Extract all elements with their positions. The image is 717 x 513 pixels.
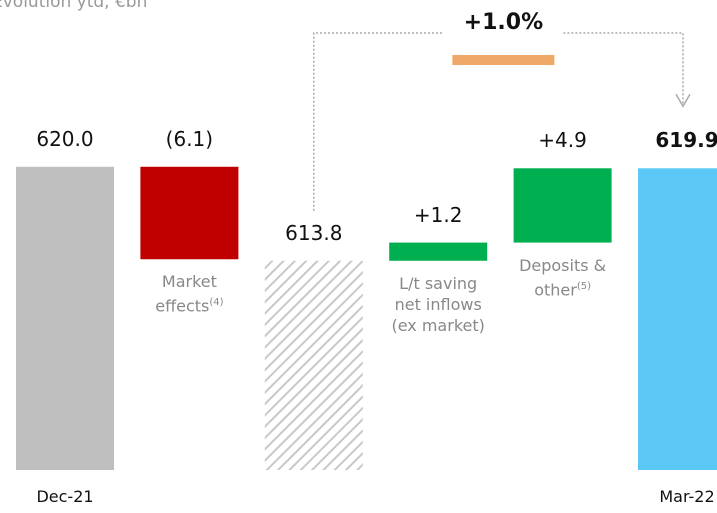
bar <box>16 166 114 470</box>
category-text: L/t saving net inflows (ex market) <box>391 273 485 335</box>
category-label: L/t saving net inflows (ex market) <box>386 273 490 336</box>
category-label: Deposits & other(5) <box>511 255 615 300</box>
category-label: Mar-22 <box>635 486 717 507</box>
category-text: Market effects <box>155 272 217 316</box>
value-label: +1.2 <box>413 202 463 227</box>
bar <box>140 166 239 260</box>
value-label: +4.9 <box>538 128 587 153</box>
footnote: (5) <box>576 280 591 292</box>
category-text: Mar-22 <box>659 487 715 506</box>
bar <box>264 260 363 470</box>
bar <box>513 168 612 243</box>
value-label: 620.0 <box>36 126 94 151</box>
arrow-head <box>675 93 691 108</box>
value-label: 613.8 <box>285 220 343 245</box>
category-text: Deposits & other <box>519 255 607 299</box>
bar <box>638 168 717 470</box>
category-label: Market effects(4) <box>137 271 241 316</box>
bracket <box>563 32 684 105</box>
annotation-bar <box>452 55 555 65</box>
footnote: (4) <box>209 297 224 309</box>
value-label: 619.9 <box>655 128 717 153</box>
bracket <box>313 32 444 211</box>
bar <box>389 242 488 261</box>
chart-title: Evolution ytd, €bn <box>0 0 148 12</box>
value-label: (6.1) <box>165 126 214 151</box>
category-label: Dec-21 <box>13 486 117 507</box>
annotation-label: +1.0% <box>463 10 544 35</box>
category-text: Dec-21 <box>36 487 94 506</box>
